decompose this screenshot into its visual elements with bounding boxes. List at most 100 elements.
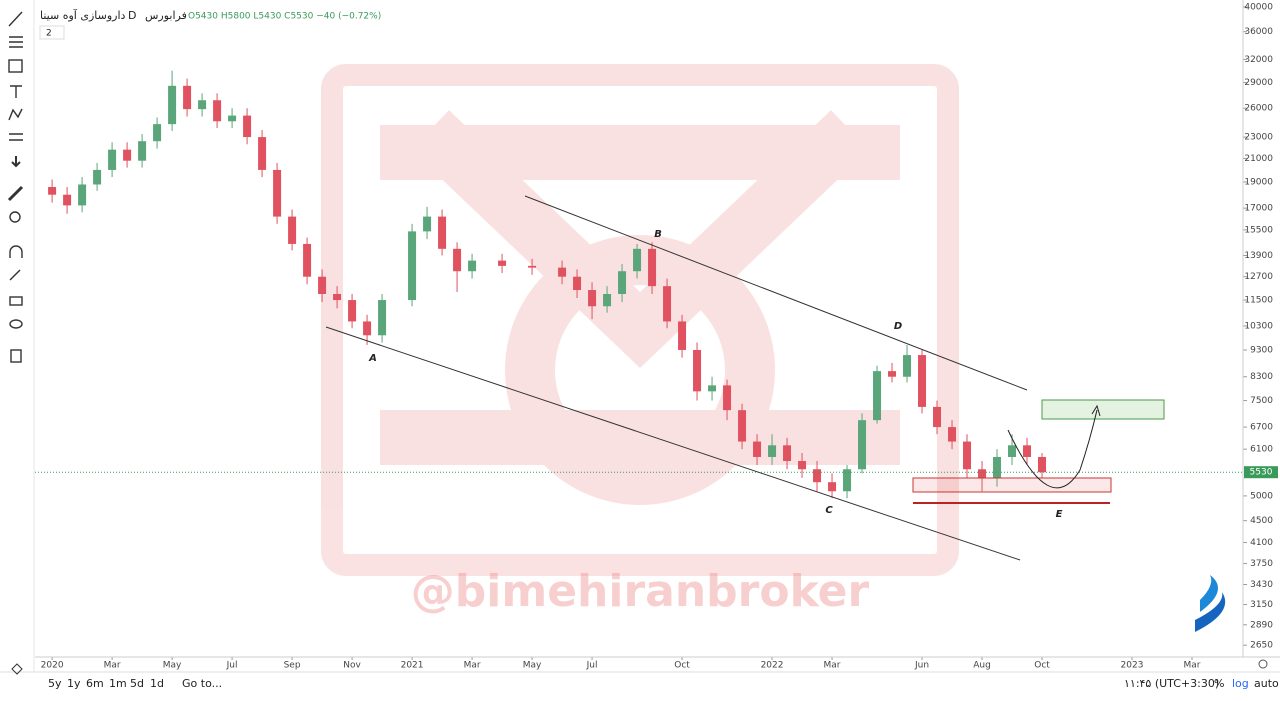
drawings (325, 195, 1165, 561)
x-tick-label: Aug (973, 661, 991, 671)
watermark-text: @bimehiranbroker (411, 566, 870, 617)
range-5y[interactable]: 5y (48, 677, 62, 690)
candle-body (813, 469, 822, 483)
candle-body (873, 371, 882, 421)
tool-text[interactable] (10, 85, 22, 98)
candle-body (1038, 456, 1047, 473)
x-tick-label: 2022 (761, 661, 784, 671)
x-tick-label: Mar (824, 661, 841, 671)
y-tick-label: 3430 (1250, 580, 1273, 590)
x-tick-label: Nov (343, 661, 361, 671)
candle-body (843, 469, 852, 492)
candle-body (783, 445, 792, 461)
candle-body (1023, 445, 1032, 457)
x-tick-label: Mar (1184, 661, 1201, 671)
candle-body (168, 85, 177, 125)
y-tick-label: 32000 (1244, 55, 1273, 65)
ohlc: O5430 H5800 L5430 C5530 −40 (−0.72%) (188, 12, 381, 22)
candle-body (753, 441, 762, 457)
tool-pattern[interactable] (8, 108, 23, 121)
tool-lock-draw[interactable] (9, 269, 21, 281)
x-tick-label: Jun (914, 661, 929, 671)
range-1m[interactable]: 1m (109, 677, 127, 690)
interval: D (128, 9, 136, 22)
candle-body (948, 427, 957, 442)
candle-body (153, 124, 162, 142)
pane-toggle[interactable] (39, 25, 65, 40)
percent-toggle[interactable]: % (1214, 677, 1224, 690)
x-tick-label: 2023 (1121, 661, 1144, 671)
y-tick-label: 3150 (1250, 600, 1273, 610)
candle-body (993, 456, 1002, 478)
candle-body (828, 482, 837, 492)
exchange: فرابورس (145, 9, 187, 22)
range-6m[interactable]: 6m (86, 677, 104, 690)
tool-line[interactable] (8, 11, 23, 27)
tool-zoom[interactable] (9, 211, 21, 223)
tool-fib[interactable] (9, 36, 23, 48)
tool-prediction[interactable] (9, 133, 23, 141)
log-toggle[interactable]: log (1232, 677, 1249, 690)
y-tick-label: 29000 (1244, 78, 1273, 88)
candle-body (723, 385, 732, 411)
candle-body (363, 321, 372, 336)
last-price-tag (1244, 466, 1278, 479)
x-tick-label: Mar (464, 661, 481, 671)
label-e: E (1056, 509, 1063, 520)
tool-ruler[interactable] (7, 185, 24, 202)
candle-body (888, 371, 897, 377)
tool-trash[interactable] (10, 349, 22, 363)
candle-body (228, 115, 237, 122)
tool-arrow[interactable] (11, 156, 21, 168)
candle-body (468, 260, 477, 272)
auto-toggle[interactable]: auto (1254, 677, 1279, 690)
pane-count[interactable]: 2 (46, 29, 52, 39)
range-1d[interactable]: 1d (150, 677, 164, 690)
y-tick-label: 6100 (1250, 445, 1273, 455)
range-5d[interactable]: 5d (130, 677, 144, 690)
candle-body (858, 420, 867, 470)
candle-body (663, 286, 672, 322)
candle-body (648, 248, 657, 287)
label-d: D (894, 321, 902, 332)
candle-body (93, 169, 102, 185)
scroll-button[interactable] (11, 663, 23, 675)
candle-body (498, 260, 507, 266)
candle-body (378, 300, 387, 336)
left-toolbar[interactable] (7, 11, 24, 363)
y-tick-label: 40000 (1244, 2, 1273, 12)
go-to[interactable]: Go to... (182, 677, 222, 690)
candle-body (573, 276, 582, 291)
candle-body (633, 248, 642, 272)
candle-body (288, 216, 297, 244)
candle-body (588, 290, 597, 307)
tool-magnet[interactable] (9, 245, 23, 258)
y-tick-label: 4100 (1250, 538, 1273, 548)
label-a: A (368, 353, 377, 364)
candle-body (303, 243, 312, 277)
y-tick-label: 7500 (1250, 396, 1273, 406)
y-tick-label: 8300 (1250, 372, 1273, 382)
x-tick-label: Jul (586, 661, 598, 671)
x-tick-label: May (163, 661, 182, 671)
y-tick-label: 15500 (1244, 225, 1273, 235)
candle-body (963, 441, 972, 470)
tool-eye[interactable] (9, 319, 23, 329)
y-tick-label: 2890 (1250, 620, 1273, 630)
x-tick-label: Oct (1034, 661, 1050, 671)
tool-lock[interactable] (9, 296, 23, 306)
candle-body (693, 349, 702, 392)
y-tick-label: 13900 (1244, 251, 1273, 261)
y-tick-label: 23000 (1244, 133, 1273, 143)
target-box (1041, 399, 1165, 420)
x-tick-label: May (523, 661, 542, 671)
tool-shape[interactable] (8, 59, 23, 73)
x-tick-label: Oct (674, 661, 690, 671)
channel-lower (325, 326, 1021, 561)
settings[interactable] (1258, 659, 1268, 669)
range-1y[interactable]: 1y (67, 677, 81, 690)
broker-logo (1195, 575, 1226, 632)
candle-body (123, 149, 132, 161)
candle-body (558, 267, 567, 277)
candle-body (348, 300, 357, 322)
